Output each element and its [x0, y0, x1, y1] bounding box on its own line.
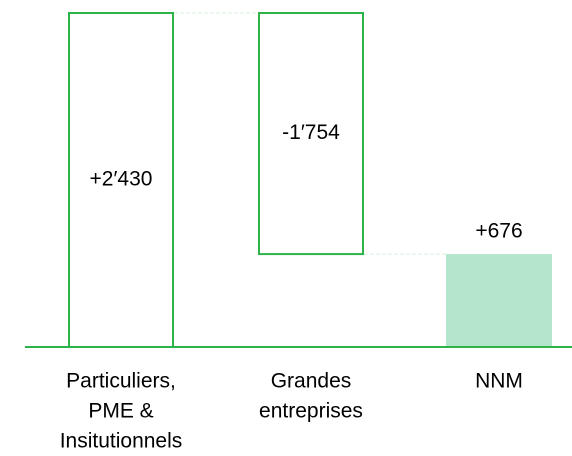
value-label: +2′430 — [90, 168, 153, 191]
bar — [258, 12, 364, 256]
x-tick-label: Insitutionnels — [60, 430, 183, 453]
x-tick-label: PME & — [88, 400, 153, 423]
value-label: +676 — [475, 220, 522, 243]
x-tick-label: Particuliers, — [66, 370, 176, 393]
value-label: -1′754 — [282, 121, 340, 144]
x-tick-label: NNM — [475, 370, 523, 393]
bar — [68, 12, 174, 348]
bar — [446, 254, 552, 347]
x-tick-label: entreprises — [259, 400, 363, 423]
x-tick-label: Grandes — [271, 370, 352, 393]
